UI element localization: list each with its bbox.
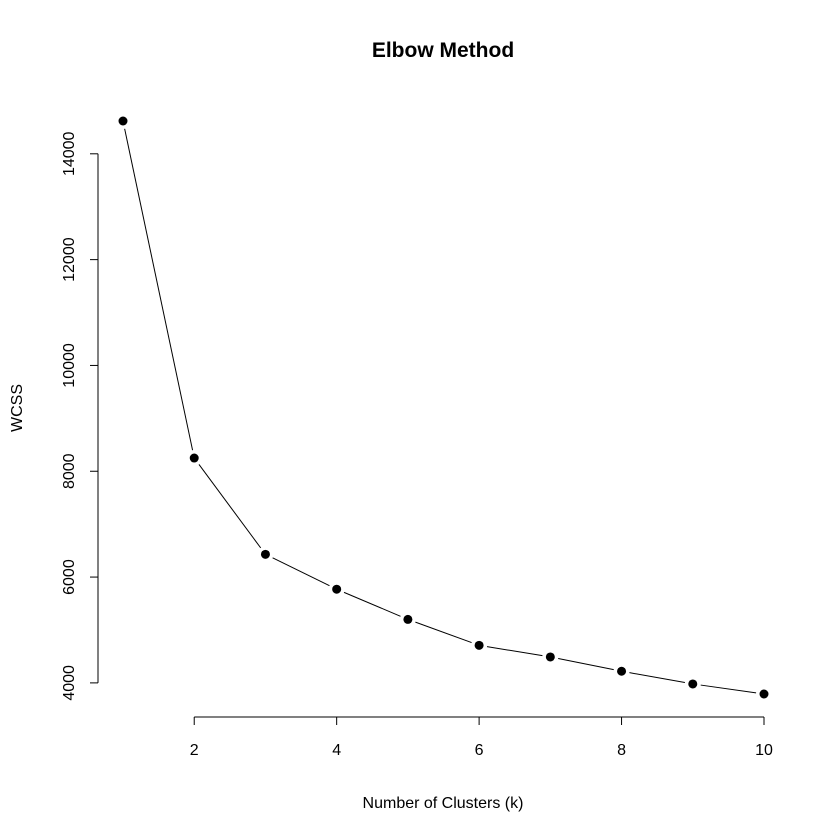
series-segment: [486, 646, 543, 657]
x-axis: 2 4 6 8 10: [190, 716, 773, 759]
x-tick-label: 6: [475, 742, 484, 759]
data-point: [189, 453, 199, 463]
y-tick-label: 4000: [61, 665, 78, 701]
data-point: [260, 549, 270, 559]
series-segment: [629, 672, 685, 684]
series-segment: [124, 128, 194, 451]
data-point: [118, 116, 128, 126]
series-segment: [343, 591, 401, 617]
y-axis-label: WCSS: [9, 384, 26, 432]
series-wcss: [118, 116, 769, 699]
series-segment: [558, 658, 614, 671]
data-point: [617, 666, 627, 676]
x-tick-label: 10: [755, 742, 773, 759]
x-tick-label: 4: [332, 742, 341, 759]
series-segment: [272, 557, 330, 587]
data-point: [759, 689, 769, 699]
data-point: [545, 652, 555, 662]
x-tick-label: 8: [617, 742, 626, 759]
y-tick-label: 6000: [61, 559, 78, 595]
y-axis: 4000 6000 8000 10000 12000 14000: [61, 131, 99, 701]
x-tick-label: 2: [190, 742, 199, 759]
data-point: [403, 614, 413, 624]
series-segment: [700, 684, 757, 694]
series-segment: [198, 464, 262, 549]
chart-title: Elbow Method: [372, 39, 514, 62]
data-point: [688, 679, 698, 689]
series-segment: [415, 621, 472, 644]
x-axis-label: Number of Clusters (k): [363, 795, 524, 812]
y-tick-label: 10000: [61, 343, 78, 388]
data-point: [474, 640, 484, 650]
y-tick-label: 8000: [61, 453, 78, 489]
y-tick-label: 12000: [61, 237, 78, 282]
data-point: [332, 584, 342, 594]
y-tick-label: 14000: [61, 131, 78, 176]
